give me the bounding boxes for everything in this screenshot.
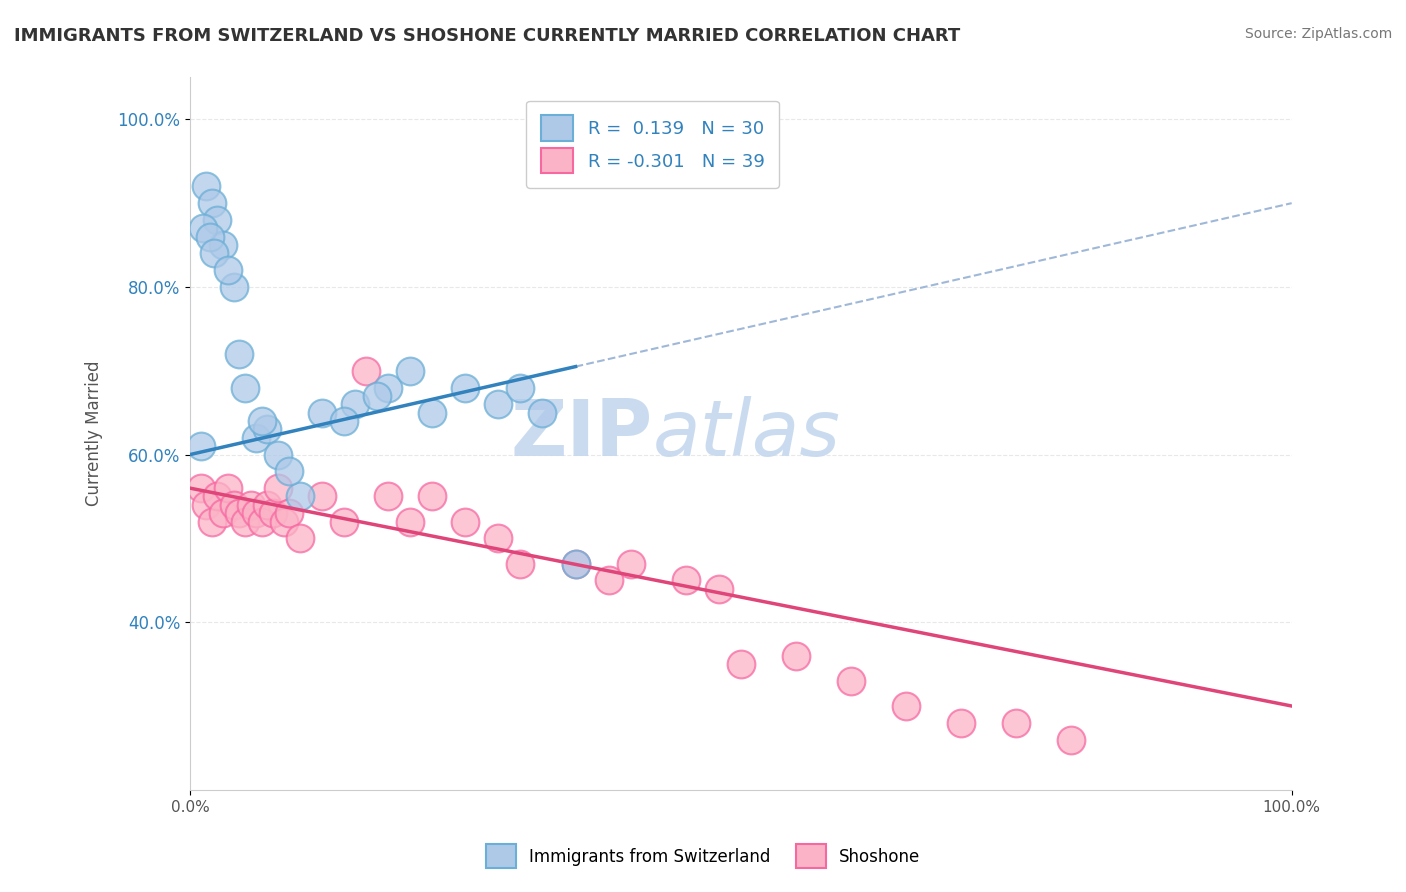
Point <box>250 515 273 529</box>
Point <box>201 196 224 211</box>
Point <box>509 557 531 571</box>
Point <box>245 506 267 520</box>
Point <box>267 448 290 462</box>
Point <box>207 213 229 227</box>
Point <box>202 246 225 260</box>
Point <box>262 506 284 520</box>
Point <box>454 380 477 394</box>
Point <box>420 406 443 420</box>
Point <box>256 422 278 436</box>
Legend: R =  0.139   N = 30, R = -0.301   N = 39: R = 0.139 N = 30, R = -0.301 N = 39 <box>526 101 779 188</box>
Point <box>311 406 333 420</box>
Point <box>377 380 399 394</box>
Point <box>191 221 214 235</box>
Text: IMMIGRANTS FROM SWITZERLAND VS SHOSHONE CURRENTLY MARRIED CORRELATION CHART: IMMIGRANTS FROM SWITZERLAND VS SHOSHONE … <box>14 27 960 45</box>
Point <box>288 532 311 546</box>
Point <box>420 490 443 504</box>
Text: ZIP: ZIP <box>510 396 652 472</box>
Point <box>839 673 862 688</box>
Point <box>212 506 235 520</box>
Point <box>950 715 973 730</box>
Point <box>201 515 224 529</box>
Point <box>207 490 229 504</box>
Text: atlas: atlas <box>652 396 841 472</box>
Point <box>454 515 477 529</box>
Point <box>217 263 239 277</box>
Point <box>222 498 245 512</box>
Point <box>707 582 730 596</box>
Point <box>1005 715 1028 730</box>
Point <box>288 490 311 504</box>
Point <box>239 498 262 512</box>
Point <box>894 699 917 714</box>
Point <box>486 397 509 411</box>
Point <box>311 490 333 504</box>
Point <box>344 397 367 411</box>
Y-axis label: Currently Married: Currently Married <box>86 361 103 507</box>
Legend: Immigrants from Switzerland, Shoshone: Immigrants from Switzerland, Shoshone <box>479 838 927 875</box>
Point <box>256 498 278 512</box>
Point <box>267 481 290 495</box>
Point <box>509 380 531 394</box>
Point <box>486 532 509 546</box>
Point <box>278 506 301 520</box>
Point <box>333 515 356 529</box>
Point <box>228 506 250 520</box>
Point <box>564 557 586 571</box>
Point <box>222 280 245 294</box>
Point <box>217 481 239 495</box>
Point <box>675 574 697 588</box>
Point <box>730 657 752 672</box>
Point <box>278 464 301 478</box>
Point <box>564 557 586 571</box>
Point <box>228 347 250 361</box>
Point <box>233 515 256 529</box>
Point <box>785 648 807 663</box>
Point <box>195 179 218 194</box>
Point <box>620 557 643 571</box>
Point <box>531 406 554 420</box>
Point <box>399 364 422 378</box>
Point <box>598 574 620 588</box>
Point <box>333 414 356 428</box>
Point <box>198 229 221 244</box>
Point <box>245 431 267 445</box>
Point <box>273 515 295 529</box>
Point <box>190 481 212 495</box>
Point <box>250 414 273 428</box>
Point <box>195 498 218 512</box>
Point <box>377 490 399 504</box>
Point <box>233 380 256 394</box>
Point <box>1060 732 1083 747</box>
Point <box>190 439 212 453</box>
Point <box>399 515 422 529</box>
Text: Source: ZipAtlas.com: Source: ZipAtlas.com <box>1244 27 1392 41</box>
Point <box>212 238 235 252</box>
Point <box>354 364 377 378</box>
Point <box>366 389 388 403</box>
